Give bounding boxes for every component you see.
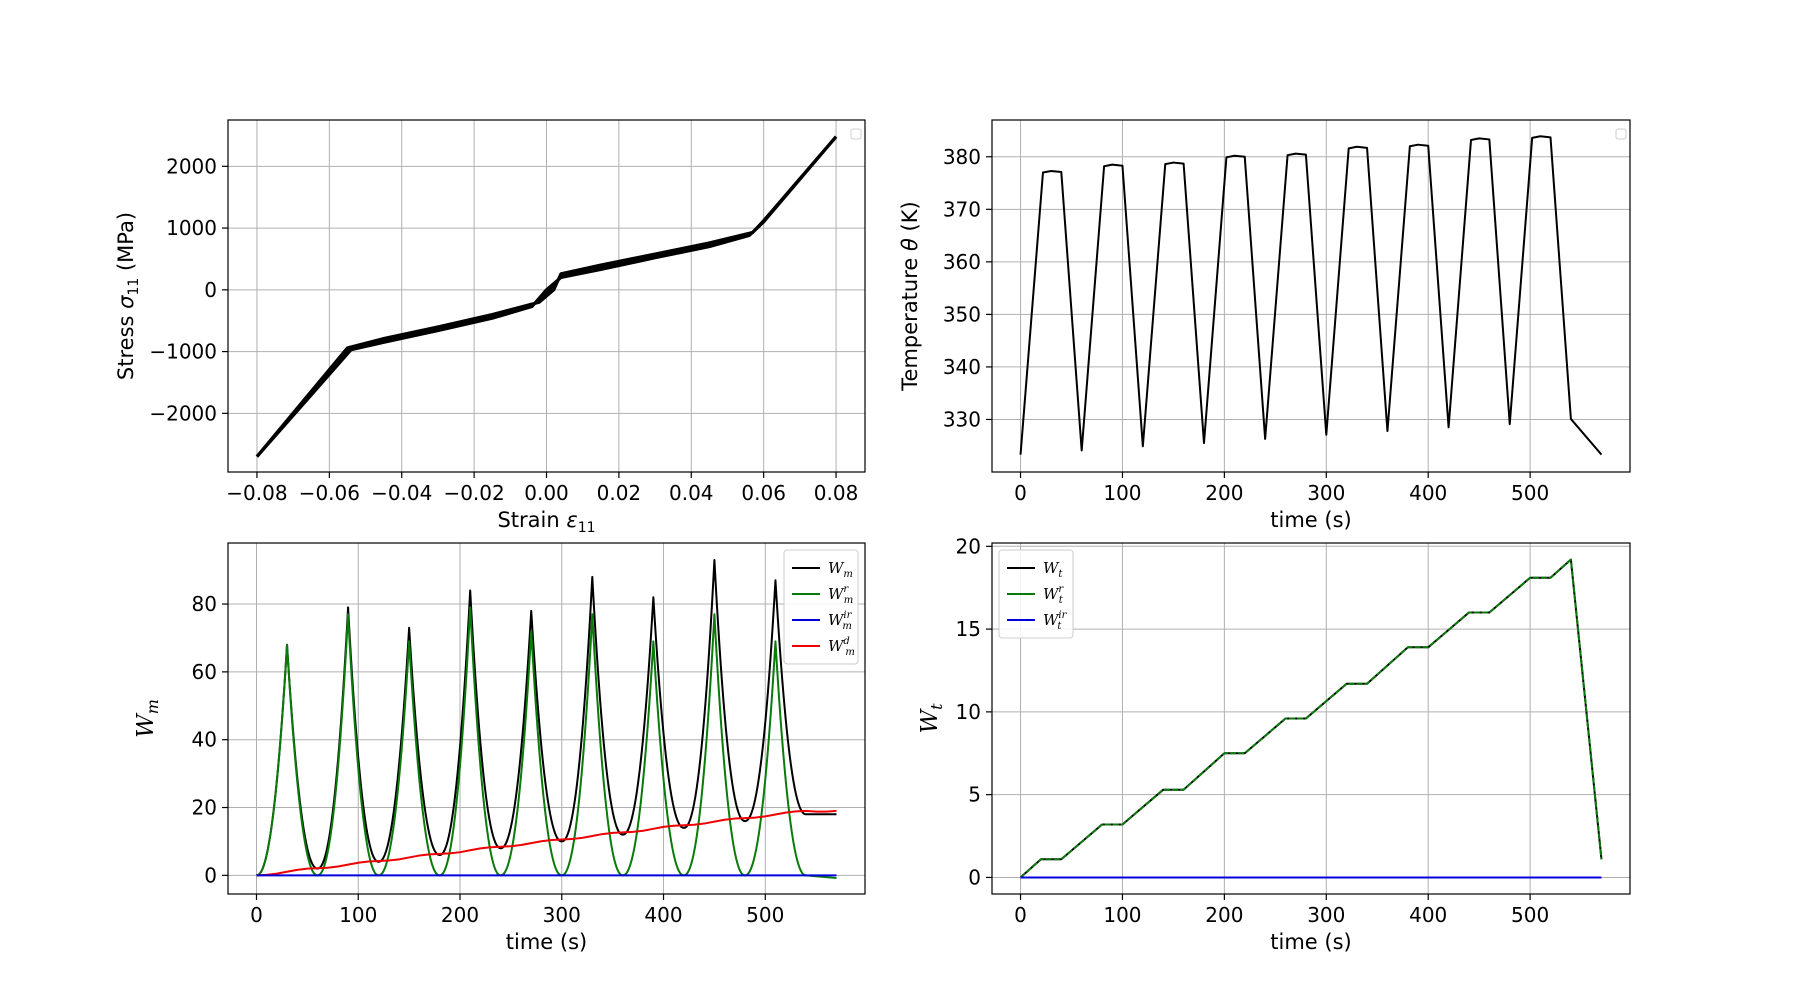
temperature-x-tick-label-4: 400 [1409,481,1447,505]
wt-x-tick-label-1: 100 [1103,903,1141,927]
temperature-series [1019,135,1603,456]
stress-strain-series [255,135,838,458]
temperature-x-tick-label-3: 300 [1307,481,1345,505]
wm-x-tick-label-2: 200 [441,903,479,927]
wt-y-tick-label-1: 5 [968,783,981,807]
wt-y-axis-label: Wt [917,703,946,734]
stress-strain-x-tick-label-2: −0.04 [371,481,432,505]
wt-x-axis-label: time (s) [1270,930,1351,954]
temperature-x-tick-label-0: 0 [1014,481,1027,505]
stress-strain-frame: −0.08 −0.06 −0.04 −0.02 0.00 0.02 0.04 0.06 0.08… [149,119,866,505]
wm-y-tick-label-2: 40 [192,728,217,752]
temperature-y-tick-label-5: 380 [943,145,981,169]
wm-y-tick-label-1: 20 [192,796,217,820]
stress-strain-x-tick-label-8: 0.08 [814,481,859,505]
stress-strain-x-tick-label-0: −0.08 [226,481,287,505]
stress-strain-x-tick-label-5: 0.02 [597,481,642,505]
wm-x-tick-label-1: 100 [339,903,377,927]
wm-legend-label-2: Wir m [828,610,853,632]
wm-frame: 0 100 200 300 400 500 0 20 40 60 80 [192,542,866,927]
wt-x-tick-label-5: 500 [1511,903,1549,927]
stress-strain-x-tick-label-7: 0.06 [741,481,786,505]
wm-y-axis-label: Wm [133,699,162,738]
stress-strain-y-tick-label-1: −1000 [149,340,217,364]
wm-y-tick-label-4: 80 [192,592,217,616]
wt-series-line-0 [1019,558,1603,879]
temperature-series-line-0 [1019,135,1603,456]
stress-strain-x-tick-label-1: −0.06 [299,481,360,505]
stress-strain-x-axis-label: Strain ε11 [497,508,595,536]
wm-legend-label-1: Wr m [828,584,853,606]
stress-strain-y-tick-label-2: 0 [204,278,217,302]
stress-strain-y-tick-label-0: −2000 [149,401,217,425]
wm-series [256,558,837,880]
wm-series-line-3 [256,809,837,877]
wm-x-tick-label-0: 0 [250,903,263,927]
stress-strain-legend-box [850,128,862,140]
wm-y-tick-label-0: 0 [204,863,217,887]
temperature-x-axis-label: time (s) [1270,508,1351,532]
temperature-y-tick-label-4: 370 [943,197,981,221]
temperature-x-tick-label-5: 500 [1511,481,1549,505]
wt-legend-label-1: Wr t [1043,584,1064,606]
wm-y-tick-label-3: 60 [192,660,217,684]
temperature-y-tick-label-0: 330 [943,407,981,431]
wt-legend-label-2: Wir t [1043,610,1068,632]
wm-x-tick-label-5: 500 [746,903,784,927]
temperature-y-axis-label: Temperature θ (K) [898,201,922,391]
temperature-frame: 0 100 200 300 400 500 330 340 350 360 370 380 [943,119,1631,505]
wt-y-tick-label-3: 15 [956,617,981,641]
stress-strain-x-tick-label-6: 0.04 [669,481,714,505]
wm-x-axis-label: time (s) [506,930,587,954]
wm-legend: Wm Wr m Wir m Wd m [783,549,859,665]
wm-series-line-1 [256,606,837,880]
wt-frame: 0 100 200 300 400 500 0 5 10 15 20 [956,534,1631,927]
temperature-legend-box [1615,128,1627,140]
wt-axes [992,543,1630,894]
wt-series [1019,558,1603,879]
wt-x-tick-label-4: 400 [1409,903,1447,927]
stress-strain-y-tick-label-3: 1000 [166,216,217,240]
wt-x-tick-label-3: 300 [1307,903,1345,927]
wt-x-tick-label-2: 200 [1205,903,1243,927]
wt-plot-frame [991,542,1631,895]
temperature-y-tick-label-3: 360 [943,250,981,274]
wt-legend-box [998,549,1074,639]
wm-legend-label-3: Wd m [828,636,855,658]
wt-series-line-1 [1019,558,1603,879]
wm-x-tick-label-4: 400 [644,903,682,927]
temperature-x-tick-label-1: 100 [1103,481,1141,505]
wt-y-tick-label-2: 10 [956,700,981,724]
temperature-y-tick-label-1: 340 [943,355,981,379]
temperature-plot-frame [991,119,1631,473]
wt-legend: Wt Wr t Wir t [998,549,1074,639]
temperature-axes [992,120,1630,472]
stress-strain-y-axis-label: Stress σ11 (MPa) [114,212,142,380]
wm-plot-frame [227,542,866,895]
stress-strain-x-tick-label-3: −0.02 [443,481,504,505]
wm-series-line-0 [256,558,837,877]
stress-strain-x-tick-label-4: 0.00 [524,481,569,505]
stress-strain-y-tick-label-4: 2000 [166,154,217,178]
wt-legend-label-0: Wt [1043,559,1063,580]
wm-legend-box [783,549,859,665]
temperature-y-tick-label-2: 350 [943,302,981,326]
wm-legend-label-0: Wm [828,559,853,580]
wt-y-tick-label-0: 0 [968,865,981,889]
temperature-x-tick-label-2: 200 [1205,481,1243,505]
wt-x-tick-label-0: 0 [1014,903,1027,927]
wm-x-tick-label-3: 300 [543,903,581,927]
wt-y-tick-label-4: 20 [956,534,981,558]
